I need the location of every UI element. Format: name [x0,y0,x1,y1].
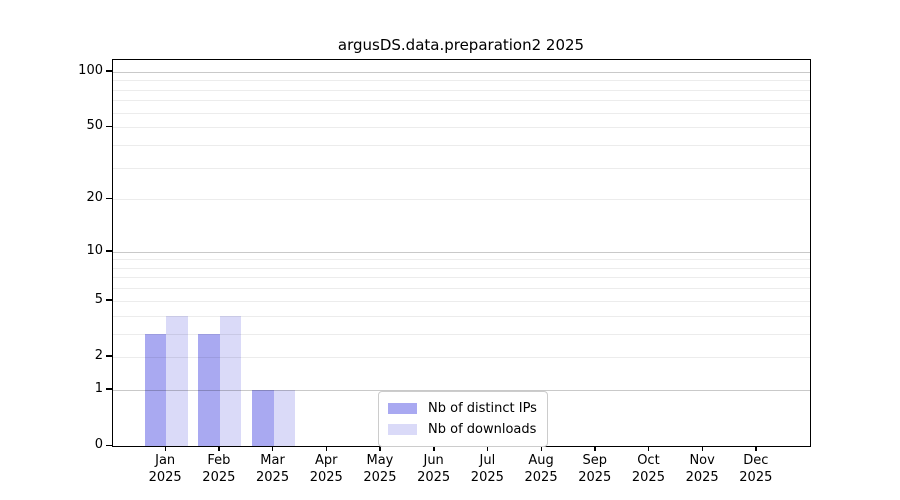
y-tick-label: 20 [86,190,103,206]
bar-nb-of-distinct-ips [252,389,274,446]
y-gridline-minor [113,259,810,261]
y-gridline-major [113,251,810,253]
x-tick-label: May 2025 [363,453,397,485]
chart-title: argusDS.data.preparation2 2025 [337,36,585,54]
x-axis-tick [218,446,220,451]
bar-nb-of-downloads [166,315,188,446]
y-gridline-minor [113,100,810,102]
y-gridline-minor [113,199,810,201]
x-axis-tick [379,446,381,451]
y-tick-label: 0 [94,437,103,452]
y-axis-tick [106,299,112,301]
y-gridline-minor [113,300,810,302]
x-axis-tick [272,446,274,451]
x-tick-label: Sep 2025 [578,453,612,485]
y-gridline-minor [113,267,810,269]
y-gridline-minor [113,288,810,290]
y-gridline-minor [113,315,810,317]
legend: Nb of distinct IPs Nb of downloads [378,391,548,447]
y-gridline-minor [113,144,810,146]
x-tick-label: Oct 2025 [631,453,665,485]
x-axis-tick [701,446,704,451]
x-tick-label: Nov 2025 [685,453,719,485]
y-axis-tick [106,197,112,200]
bar-nb-of-distinct-ips [198,333,220,446]
y-axis-tick [106,444,112,446]
y-gridline-major [113,389,810,391]
legend-label: Nb of downloads [428,422,537,437]
x-tick-label: Mar 2025 [256,453,290,485]
x-axis-tick [755,446,757,451]
y-tick-label: 1 [94,380,103,396]
y-gridline-minor [113,167,810,169]
y-gridline-minor [113,112,810,114]
x-axis-tick [433,446,435,451]
x-axis-tick [594,446,596,451]
y-tick-label: 10 [86,242,103,258]
y-gridline-minor [113,89,810,91]
y-axis-tick [106,125,112,128]
legend-swatch-distinct-ips-icon [388,403,417,414]
legend-swatch-downloads-icon [388,424,417,435]
y-gridline-major [113,71,810,73]
x-tick-label: Apr 2025 [309,453,343,485]
x-tick-label: Jun 2025 [417,453,451,485]
bar-nb-of-downloads [273,389,296,446]
y-tick-label: 2 [94,347,103,363]
bars-layer [113,60,810,446]
y-axis-tick [106,70,112,72]
bar-nb-of-distinct-ips [144,333,167,446]
x-tick-label: Aug 2025 [524,453,558,485]
plot-area [112,59,811,447]
y-tick-label: 100 [78,62,103,78]
y-gridline-minor [113,277,810,279]
grid-layer [113,60,810,446]
bar-nb-of-downloads [219,315,242,446]
legend-item: Nb of distinct IPs [388,398,537,419]
x-tick-label: Jul 2025 [470,453,504,485]
y-gridline-minor [113,333,810,335]
y-gridline-minor [113,80,810,82]
legend-item: Nb of downloads [388,419,537,440]
y-axis-tick [106,355,112,357]
x-axis-tick [486,446,489,451]
y-gridline-minor [113,127,810,129]
y-tick-label: 5 [94,291,103,307]
y-axis-tick [106,388,112,390]
x-axis-tick [647,446,650,451]
x-tick-label: Jan 2025 [148,453,182,485]
x-tick-label: Feb 2025 [202,453,236,485]
y-axis-tick [106,250,112,252]
x-axis-tick [540,446,542,451]
x-tick-label: Dec 2025 [739,453,773,485]
x-axis-tick [325,446,328,451]
y-gridline-minor [113,356,810,358]
legend-label: Nb of distinct IPs [428,401,537,416]
x-axis-tick [164,446,167,451]
y-tick-label: 50 [86,118,103,134]
